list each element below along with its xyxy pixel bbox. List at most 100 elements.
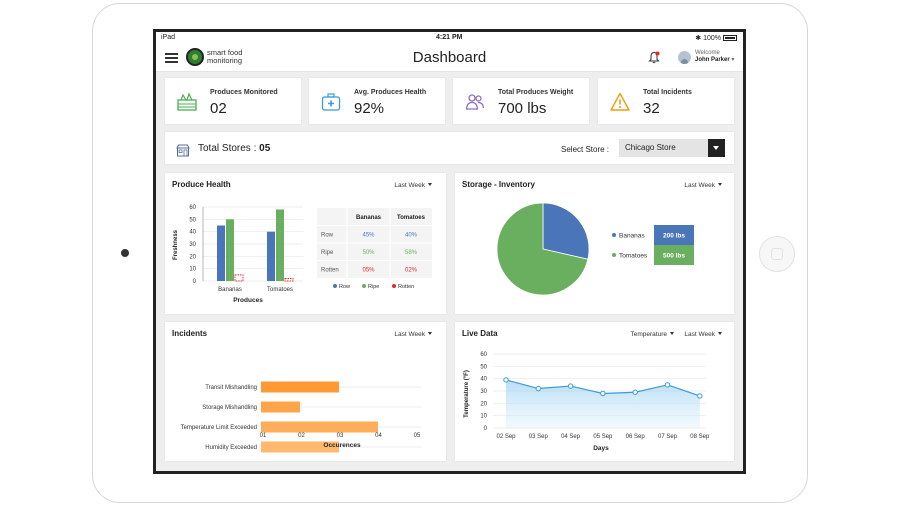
crate-icon — [177, 92, 197, 111]
pie-slice-bananas — [542, 202, 590, 260]
bar-row — [267, 231, 275, 281]
table-cell: 58% — [405, 250, 418, 256]
kpi-produces-monitored: Produces Monitored 02 — [165, 78, 301, 124]
notification-bell-icon[interactable] — [648, 51, 660, 64]
x-tick-label: 02 Sep — [496, 434, 516, 440]
total-stores-count: 05 — [259, 143, 271, 154]
status-bar: iPad 4:21 PM ✱ 100% — [156, 32, 743, 44]
weight-badge — [654, 245, 694, 265]
kpi-label: Avg. Produces Health — [354, 89, 427, 96]
weight-value: 500 lbs — [663, 253, 685, 260]
incidents-card: Incidents Last Week Transit Mishandling S… — [165, 322, 446, 461]
brand-line-2: monitoring — [207, 56, 243, 65]
table-cell: Ripe — [321, 250, 334, 256]
app-screen: iPad 4:21 PM ✱ 100% smart food monitorin… — [153, 29, 746, 474]
x-axis-label: Days — [593, 445, 609, 452]
clock: 4:21 PM — [436, 34, 463, 41]
x-tick-label: Bananas — [218, 287, 242, 293]
first-aid-kit-icon — [321, 93, 341, 111]
storage-legend: Bananas 200 lbs Tomatoes 500 lbs — [612, 225, 694, 265]
x-tick-label: 03 — [337, 433, 344, 439]
y-tick-label: 0 — [193, 279, 197, 285]
user-menu[interactable]: Welcome John Parker ▾ — [695, 50, 734, 64]
incident-bar — [261, 381, 339, 393]
user-name: John Parker — [695, 57, 730, 63]
x-tick-label: 04 Sep — [561, 434, 581, 440]
weight-badge — [654, 225, 694, 245]
home-button[interactable] — [759, 236, 795, 272]
y-axis-label: Freshness — [173, 229, 179, 260]
incident-bar — [261, 421, 378, 433]
y-tick-label: Humidity Exceeded — [205, 445, 257, 451]
menu-icon[interactable] — [165, 53, 178, 63]
live-data-chart: 0 10 20 30 40 50 60 02 Sep 03 Sep 04 Sep 05 Sep 06 … — [464, 352, 710, 452]
legend-label: Bananas — [619, 233, 645, 240]
x-tick-label: 01 — [260, 433, 267, 439]
legend-label: Tomatoes — [619, 253, 648, 260]
table-header: Tomatoes — [397, 215, 426, 221]
kpi-value: 92% — [354, 100, 385, 117]
x-tick-label: 06 Sep — [626, 434, 646, 440]
y-tick-label: 60 — [480, 352, 487, 358]
weight-value: 200 lbs — [663, 233, 685, 240]
temperature-point — [664, 382, 671, 388]
y-tick-label: Transit Mishandling — [205, 385, 257, 391]
legend-dot — [362, 284, 366, 288]
brand-logo-icon — [186, 48, 204, 66]
y-tick-label: Storage Mishandling — [202, 405, 257, 411]
chevron-down-icon: ▾ — [731, 57, 735, 63]
users-icon — [465, 94, 485, 110]
range-dropdown[interactable]: Last Week — [394, 331, 432, 338]
temperature-point — [503, 377, 509, 383]
card-title: Storage - Inventory — [462, 180, 535, 189]
x-axis-label: Occurences — [323, 442, 361, 449]
range-dropdown[interactable]: Last Week — [394, 182, 432, 189]
kpi-value: 32 — [643, 100, 660, 117]
kpi-label: Produces Monitored — [210, 89, 278, 96]
table-cell: Rotten — [321, 267, 339, 273]
welcome-label: Welcome — [695, 50, 720, 56]
range-dropdown[interactable]: Last Week — [684, 182, 722, 189]
storage-pie — [496, 202, 590, 296]
battery-icon — [723, 35, 737, 41]
kpi-total-incidents: Total Incidents 32 — [598, 78, 734, 124]
x-axis-label: Produces — [233, 297, 263, 304]
temperature-area — [506, 379, 700, 428]
kpi-value: 02 — [210, 100, 227, 117]
y-tick-label: 40 — [189, 230, 196, 236]
storage-inventory-card: Storage - Inventory Last Week Bananas 200… — [455, 173, 734, 314]
incident-bar — [261, 441, 339, 453]
temperature-point — [697, 393, 703, 399]
range-dropdown[interactable]: Last Week — [684, 331, 722, 338]
temperature-point — [632, 389, 638, 395]
kpi-value: 700 lbs — [498, 100, 547, 117]
live-data-plot: 0 10 20 30 40 50 60 02 Sep 03 Sep 04 Sep 05 Sep 06 … — [480, 352, 710, 440]
produce-health-card: Produce Health Last Week 0 10 20 30 40 50 60 Ba… — [165, 173, 446, 314]
kpi-avg-health: Avg. Produces Health 92% — [309, 78, 445, 124]
brand-name: smart food monitoring — [207, 49, 242, 65]
legend-label: Rotten — [398, 284, 414, 290]
caret-down-icon — [708, 139, 725, 157]
legend-dot — [333, 284, 337, 288]
card-title: Incidents — [172, 329, 208, 338]
x-tick-label: 07 Sep — [658, 434, 678, 440]
store-select[interactable]: Chicago Store — [619, 139, 725, 157]
metric-dropdown[interactable]: Temperature — [631, 331, 675, 338]
incident-bar — [261, 401, 300, 413]
page-title: Dashboard — [412, 49, 487, 66]
table-header: Bananas — [356, 215, 382, 221]
bar-ripe — [226, 219, 234, 281]
legend-dot — [612, 233, 616, 237]
card-title: Live Data — [462, 329, 498, 338]
x-tick-label: 03 Sep — [529, 434, 549, 440]
table-cell: 40% — [405, 232, 418, 238]
table-cell: Row — [321, 232, 334, 238]
device-label: iPad — [161, 34, 176, 41]
table-cell: 50% — [362, 250, 375, 256]
user-avatar[interactable] — [678, 51, 691, 64]
store-icon — [176, 144, 190, 157]
select-store-label: Select Store : — [561, 145, 610, 154]
bar-ripe — [276, 209, 284, 281]
incidents-chart: Transit Mishandling Storage Mishandling Te… — [181, 381, 421, 453]
total-stores: Total Stores : 05 — [198, 143, 270, 154]
